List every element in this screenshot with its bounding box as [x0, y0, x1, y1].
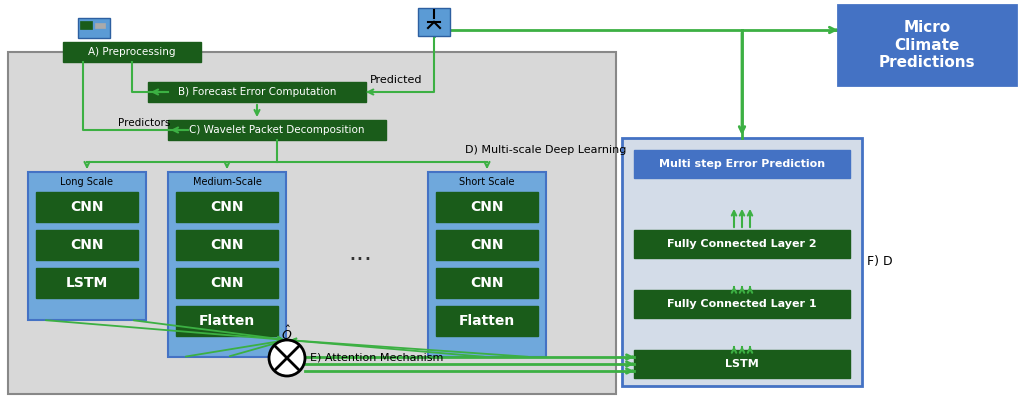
Text: B) Forecast Error Computation: B) Forecast Error Computation	[178, 87, 336, 97]
FancyBboxPatch shape	[428, 172, 546, 357]
FancyBboxPatch shape	[36, 268, 138, 298]
FancyBboxPatch shape	[80, 21, 92, 29]
Text: Multi step Error Prediction: Multi step Error Prediction	[658, 159, 825, 169]
FancyBboxPatch shape	[36, 192, 138, 222]
Text: CNN: CNN	[470, 200, 504, 214]
Text: LSTM: LSTM	[725, 359, 759, 369]
Text: Micro
Climate
Predictions: Micro Climate Predictions	[879, 20, 975, 70]
FancyBboxPatch shape	[78, 18, 110, 38]
Text: CNN: CNN	[71, 238, 103, 252]
FancyBboxPatch shape	[148, 82, 366, 102]
FancyBboxPatch shape	[436, 230, 538, 260]
Text: Fully Connected Layer 1: Fully Connected Layer 1	[668, 299, 817, 309]
Text: Long Scale: Long Scale	[60, 177, 114, 187]
FancyBboxPatch shape	[8, 52, 616, 394]
Circle shape	[269, 340, 305, 376]
FancyBboxPatch shape	[176, 192, 278, 222]
Text: Short Scale: Short Scale	[459, 177, 515, 187]
FancyBboxPatch shape	[436, 306, 538, 336]
FancyBboxPatch shape	[634, 150, 850, 178]
FancyBboxPatch shape	[634, 230, 850, 258]
Text: CNN: CNN	[210, 238, 244, 252]
Text: Medium-Scale: Medium-Scale	[193, 177, 261, 187]
Text: $\hat{O}$: $\hat{O}$	[282, 325, 293, 343]
Text: LSTM: LSTM	[66, 276, 109, 290]
Text: CNN: CNN	[210, 200, 244, 214]
Text: A) Preprocessing: A) Preprocessing	[88, 47, 176, 57]
FancyBboxPatch shape	[634, 350, 850, 378]
FancyBboxPatch shape	[634, 290, 850, 318]
FancyBboxPatch shape	[168, 120, 386, 140]
FancyBboxPatch shape	[418, 8, 450, 36]
Text: Fully Connected Layer 2: Fully Connected Layer 2	[668, 239, 817, 249]
FancyBboxPatch shape	[436, 268, 538, 298]
Text: CNN: CNN	[470, 238, 504, 252]
FancyBboxPatch shape	[63, 42, 201, 62]
Text: CNN: CNN	[470, 276, 504, 290]
Text: E) Attention Mechanism: E) Attention Mechanism	[310, 353, 443, 363]
Text: Predicted: Predicted	[370, 75, 422, 85]
Text: Predictors: Predictors	[118, 118, 170, 128]
Text: D) Multi-scale Deep Learning: D) Multi-scale Deep Learning	[465, 145, 627, 155]
Text: ···: ···	[348, 248, 372, 272]
FancyBboxPatch shape	[622, 138, 862, 386]
Text: C) Wavelet Packet Decomposition: C) Wavelet Packet Decomposition	[189, 125, 365, 135]
FancyBboxPatch shape	[28, 172, 146, 320]
Text: Flatten: Flatten	[199, 314, 255, 328]
Text: Flatten: Flatten	[459, 314, 515, 328]
FancyBboxPatch shape	[176, 230, 278, 260]
Text: CNN: CNN	[71, 200, 103, 214]
FancyBboxPatch shape	[838, 5, 1016, 85]
Text: CNN: CNN	[210, 276, 244, 290]
FancyBboxPatch shape	[168, 172, 286, 357]
FancyBboxPatch shape	[176, 268, 278, 298]
FancyBboxPatch shape	[176, 306, 278, 336]
FancyBboxPatch shape	[36, 230, 138, 260]
FancyBboxPatch shape	[436, 192, 538, 222]
FancyBboxPatch shape	[95, 23, 105, 28]
Text: F) D: F) D	[867, 256, 893, 268]
